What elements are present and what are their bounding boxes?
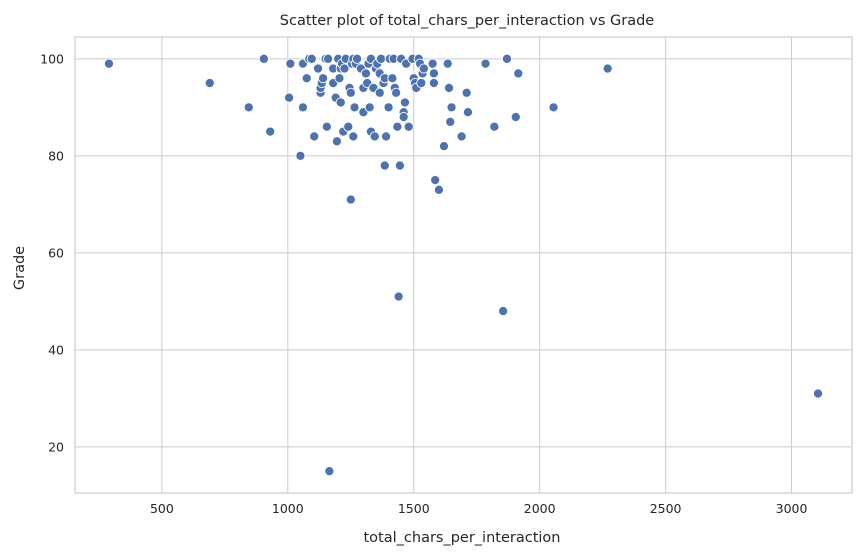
data-point xyxy=(334,73,345,84)
data-point xyxy=(418,63,429,74)
data-point xyxy=(443,82,455,93)
data-point xyxy=(348,131,359,142)
data-point xyxy=(510,111,521,123)
data-point xyxy=(548,102,559,113)
data-point xyxy=(462,107,473,118)
data-point xyxy=(430,175,441,186)
data-point xyxy=(343,121,354,132)
data-point xyxy=(375,53,387,64)
y-axis-label: Grade xyxy=(12,246,28,290)
data-point xyxy=(498,306,509,317)
data-point xyxy=(309,131,320,142)
data-point xyxy=(360,68,371,79)
data-point xyxy=(602,63,613,74)
data-point xyxy=(446,102,457,113)
data-point xyxy=(427,58,438,69)
data-point xyxy=(103,58,115,69)
y-tick-label: 20 xyxy=(48,439,64,454)
data-point xyxy=(301,73,312,84)
grid-lines xyxy=(75,37,852,493)
data-point xyxy=(324,466,335,477)
data-point xyxy=(295,150,306,161)
data-points xyxy=(103,53,824,477)
data-point xyxy=(513,68,524,79)
data-point xyxy=(442,58,453,69)
data-point xyxy=(204,78,215,89)
data-point xyxy=(306,53,317,64)
data-point xyxy=(501,53,512,64)
data-point xyxy=(284,92,295,103)
data-point xyxy=(339,63,350,74)
x-tick-label: 2500 xyxy=(650,501,682,516)
data-point xyxy=(392,121,403,132)
data-point xyxy=(265,126,276,137)
data-point xyxy=(258,53,269,64)
data-point xyxy=(428,78,439,89)
data-point xyxy=(369,131,380,142)
x-tick-label: 2000 xyxy=(524,501,556,516)
data-point xyxy=(393,291,404,302)
plot-frame xyxy=(74,36,853,494)
data-point xyxy=(364,102,375,113)
data-point xyxy=(349,102,360,113)
data-point xyxy=(438,141,450,152)
data-point xyxy=(812,388,824,399)
y-tick-label: 80 xyxy=(48,148,64,163)
x-tick-label: 500 xyxy=(150,501,174,516)
x-tick-label: 1500 xyxy=(398,501,430,516)
data-point xyxy=(428,68,439,79)
data-point xyxy=(374,87,385,98)
data-point xyxy=(480,58,491,69)
x-tick-labels: 500 1000 1500 2000 2500 3000 xyxy=(150,501,808,516)
data-point xyxy=(321,121,332,132)
data-point xyxy=(345,87,356,98)
data-point xyxy=(416,78,427,89)
y-tick-labels: 20 40 60 80 100 xyxy=(40,51,64,454)
y-tick-label: 100 xyxy=(40,51,64,66)
data-point xyxy=(345,194,356,205)
data-point xyxy=(335,97,346,108)
data-point xyxy=(387,73,398,84)
data-point xyxy=(243,102,254,113)
x-tick-label: 3000 xyxy=(776,501,808,516)
data-point xyxy=(394,160,405,171)
data-point xyxy=(391,87,402,98)
x-axis-label: total_chars_per_interaction xyxy=(364,530,561,546)
data-point xyxy=(379,160,390,171)
x-tick-label: 1000 xyxy=(272,501,304,516)
data-point xyxy=(433,184,444,195)
data-point xyxy=(318,73,329,84)
y-tick-label: 40 xyxy=(48,342,64,357)
data-point xyxy=(383,102,394,113)
data-point xyxy=(381,131,392,142)
data-point xyxy=(398,111,409,123)
data-point xyxy=(331,136,342,147)
data-point xyxy=(456,131,467,142)
data-point xyxy=(399,97,410,108)
data-point xyxy=(352,53,363,64)
data-point xyxy=(297,102,308,113)
data-point xyxy=(403,121,414,132)
data-point xyxy=(323,53,334,64)
data-point xyxy=(285,58,296,69)
data-point xyxy=(312,63,324,74)
data-point xyxy=(461,87,472,98)
data-point xyxy=(489,121,500,132)
chart-title: Scatter plot of total_chars_per_interact… xyxy=(280,13,655,29)
data-point xyxy=(445,116,456,127)
y-tick-label: 60 xyxy=(48,245,64,260)
